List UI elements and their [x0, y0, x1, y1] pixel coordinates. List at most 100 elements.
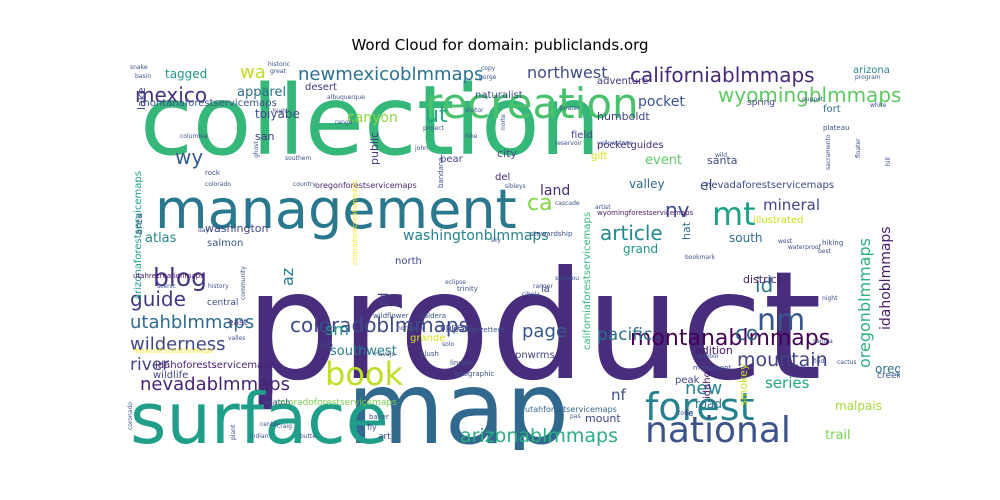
- word-mt: mt: [712, 195, 756, 233]
- word-atlas: atlas: [145, 231, 177, 246]
- word-nv: nv: [665, 198, 690, 222]
- word-grand: grand: [623, 242, 658, 256]
- word-pocket: pocket: [638, 94, 685, 110]
- word-southern: southern: [285, 155, 312, 162]
- word-art: art: [378, 432, 391, 442]
- word-smokey: smokey: [737, 363, 750, 406]
- word-rock: rock: [205, 169, 221, 177]
- word-montanablmmaps: montanablmmaps: [630, 326, 830, 351]
- word-arizona: arizona: [853, 65, 890, 76]
- word-northwest: northwest: [527, 63, 607, 82]
- word-rd: rd: [377, 293, 392, 306]
- word-wyomingforestservicemaps: wyomingforestservicemaps: [597, 209, 694, 217]
- word-ghost: ghost: [253, 141, 260, 158]
- word-series: series: [765, 374, 810, 392]
- word-district: district: [743, 273, 782, 286]
- word-columbia: columbia: [180, 133, 208, 140]
- word-pnwrms: pnwrms: [515, 350, 555, 361]
- word-santa: santa: [707, 154, 738, 167]
- word-night: night: [822, 295, 838, 302]
- word-oregon: oregon: [875, 362, 900, 376]
- word-nevadablmmaps: nevadablmmaps: [140, 374, 290, 395]
- word-siskiyou: siskiyou: [555, 275, 579, 282]
- word-albuquerque: albuquerque: [327, 94, 365, 101]
- word-forest: forest: [645, 385, 755, 429]
- word-plush: plush: [420, 350, 439, 358]
- word-arizonaforestservicemaps: arizonaforestservicemaps: [133, 171, 144, 300]
- cloud-background: [125, 60, 900, 450]
- word-sacramento: sacramento: [825, 134, 832, 170]
- word-sky: sky: [491, 237, 501, 244]
- word-edition: edition: [695, 344, 733, 357]
- word-desert: desert: [305, 82, 337, 93]
- word-indian: indian: [250, 433, 269, 440]
- word-north: north: [395, 256, 422, 267]
- word-co: co: [735, 321, 758, 345]
- word-east: east: [228, 318, 248, 328]
- word-puppet: puppet: [802, 96, 824, 103]
- word-day: day: [198, 227, 209, 234]
- word-rio: rio: [320, 340, 333, 351]
- word-washingtonblmmaps: washingtonblmmaps: [403, 228, 549, 244]
- word-project: project: [423, 125, 444, 132]
- word-sandia: sandia: [813, 338, 833, 345]
- word-mount: mount: [585, 412, 621, 425]
- word-malpais: malpais: [835, 399, 882, 413]
- word-hiking: hiking: [822, 239, 843, 247]
- word-new: new: [685, 378, 722, 399]
- word-navajo: navajo: [375, 351, 395, 358]
- word-area: area: [134, 213, 145, 235]
- word-oregonblmmaps: oregonblmmaps: [855, 238, 874, 368]
- word-baker: baker: [369, 413, 389, 421]
- word-collection: collection: [140, 65, 601, 177]
- word-lake: lake: [135, 87, 148, 110]
- word-management: management: [155, 178, 517, 241]
- word-coloradorecreationmaps: coloradorecreationmaps: [351, 180, 359, 265]
- word-mineral: mineral: [763, 196, 820, 214]
- word-nf: nf: [611, 386, 627, 404]
- word-pas: pas: [570, 413, 581, 420]
- word-gift: gift: [591, 151, 607, 162]
- word-wy: wy: [175, 145, 203, 169]
- word-norte: norte: [500, 114, 507, 130]
- word-illustrated: illustrated: [753, 215, 803, 226]
- word-nm: nm: [757, 303, 805, 338]
- word-idahoblmmaps: idahoblmmaps: [878, 226, 894, 330]
- word-wyomingblmmaps: wyomingblmmaps: [718, 83, 900, 107]
- word-basin: basin: [135, 73, 151, 80]
- word-artist: artist: [595, 204, 611, 211]
- word-fort: fort: [823, 104, 841, 115]
- word-tagged: tagged: [165, 67, 207, 81]
- word-toiyabe: toiyabe: [255, 107, 300, 121]
- word-coloradoblmmaps: coloradoblmmaps: [290, 313, 469, 337]
- word-cibola: cibola: [522, 291, 540, 298]
- word-historic: historic: [268, 61, 290, 68]
- word-montanaforestservicemaps: montanaforestservicemaps: [140, 98, 277, 109]
- word-id: id: [755, 273, 773, 297]
- word-national: national: [645, 410, 791, 450]
- word-coronado: coronado: [127, 402, 134, 430]
- word-la: la: [541, 284, 550, 295]
- word-ranger: ranger: [533, 283, 553, 290]
- word-snake: snake: [130, 64, 148, 71]
- word-city: city: [497, 147, 517, 160]
- word-creek: creek: [877, 371, 900, 381]
- word-wildlife: wildlife: [153, 370, 188, 381]
- word-product: product: [245, 240, 822, 414]
- word-mexicorecreationmaps: mexicorecreationmaps: [133, 347, 213, 355]
- word-el: el: [700, 178, 713, 194]
- word-geographic: geographic: [455, 370, 494, 378]
- word-boater: boater: [560, 105, 580, 112]
- word-hat: hat: [680, 221, 693, 240]
- word-caldera: caldera: [420, 312, 446, 320]
- word-range: range: [335, 119, 353, 126]
- word-salmon: salmon: [207, 238, 243, 249]
- word-craig: craig: [277, 423, 292, 430]
- word-pacific: pacific: [597, 325, 652, 345]
- word-cactus: cactus: [837, 359, 857, 366]
- word-guide: guide: [130, 287, 186, 311]
- word-center: center: [260, 421, 280, 428]
- word-northern: northern: [397, 325, 423, 332]
- word-valley: valley: [629, 177, 665, 191]
